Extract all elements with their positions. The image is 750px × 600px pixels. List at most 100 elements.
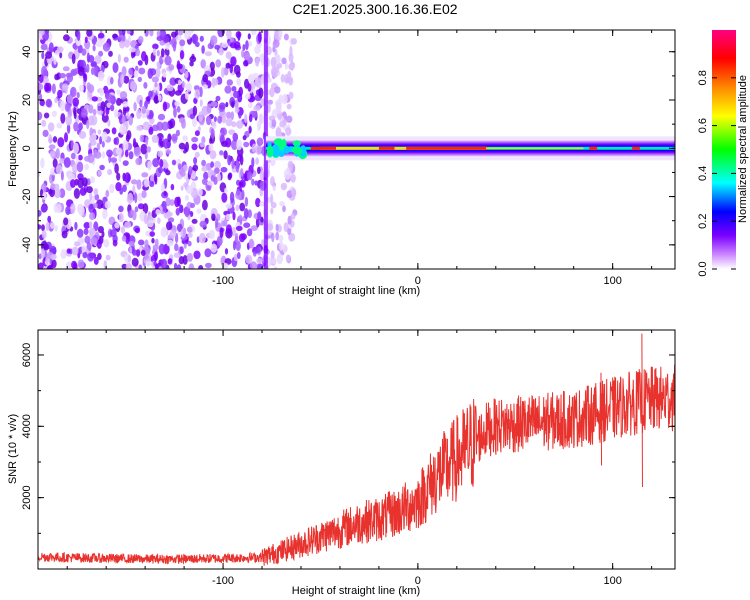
noise-blob bbox=[50, 183, 57, 190]
noise-blob bbox=[122, 160, 129, 167]
colorbar: 0.0 0.2 0.4 0.6 0.8 Normalized spectral ampl… bbox=[697, 30, 749, 277]
noise-blob bbox=[120, 73, 125, 85]
colorbar-label: Normalized spectral amplitude bbox=[737, 75, 749, 223]
noise-blob bbox=[101, 131, 108, 142]
noise-blob bbox=[272, 39, 280, 48]
noise-blob bbox=[122, 30, 126, 36]
snr-x-axis-title: Height of straight line (km) bbox=[292, 585, 420, 597]
noise-blob bbox=[116, 97, 122, 106]
noise-blob bbox=[276, 62, 283, 69]
noise-blob bbox=[84, 36, 88, 44]
noise-blob bbox=[124, 221, 132, 229]
spec-y-tick-label: 40 bbox=[21, 46, 33, 58]
noise-blob bbox=[241, 189, 245, 200]
noise-blob bbox=[93, 65, 99, 77]
colorbar-tick-label: 0.2 bbox=[697, 214, 709, 229]
noise-blob bbox=[191, 136, 199, 143]
noise-blob bbox=[186, 185, 194, 194]
noise-blob bbox=[118, 205, 124, 213]
noise-blob bbox=[230, 56, 237, 67]
noise-blob bbox=[260, 216, 264, 223]
noise-blob bbox=[225, 62, 231, 69]
noise-blob bbox=[142, 203, 149, 214]
noise-blob bbox=[215, 95, 221, 102]
noise-blob bbox=[65, 115, 72, 126]
noise-blob bbox=[166, 239, 174, 247]
noise-blob bbox=[283, 33, 289, 41]
noise-blob bbox=[225, 101, 229, 108]
noise-blob bbox=[236, 188, 241, 196]
noise-blob bbox=[76, 30, 81, 41]
noise-blob bbox=[235, 99, 239, 110]
noise-blob bbox=[251, 178, 255, 186]
noise-blob bbox=[251, 111, 258, 119]
noise-blob bbox=[274, 30, 280, 40]
signal-blob bbox=[278, 149, 285, 157]
noise-blob bbox=[204, 51, 212, 57]
noise-blob bbox=[44, 82, 50, 92]
noise-blob bbox=[102, 42, 111, 52]
noise-blob bbox=[255, 144, 262, 156]
noise-blob bbox=[227, 173, 232, 181]
noise-blob bbox=[253, 105, 261, 112]
noise-blob bbox=[244, 52, 251, 61]
noise-blob bbox=[204, 248, 212, 258]
noise-blob bbox=[172, 40, 177, 52]
noise-blob bbox=[87, 153, 95, 164]
noise-blob bbox=[151, 134, 159, 143]
noise-blob bbox=[255, 57, 260, 67]
noise-blob bbox=[224, 187, 228, 194]
noise-blob bbox=[215, 59, 222, 68]
noise-blob bbox=[77, 177, 84, 189]
noise-blob bbox=[227, 154, 232, 166]
noise-blob bbox=[266, 223, 274, 232]
noise-blob bbox=[254, 246, 261, 254]
noise-blob bbox=[64, 132, 68, 143]
noise-blob bbox=[76, 108, 82, 115]
noise-blob bbox=[175, 129, 180, 137]
noise-blob bbox=[45, 51, 53, 59]
noise-blob bbox=[224, 85, 232, 94]
noise-blob bbox=[157, 217, 161, 224]
noise-blob bbox=[189, 60, 194, 67]
noise-blob bbox=[52, 136, 58, 143]
noise-blob bbox=[270, 207, 274, 215]
noise-blob bbox=[156, 30, 161, 37]
noise-blob bbox=[63, 34, 70, 42]
noise-blob bbox=[71, 246, 79, 256]
noise-blob bbox=[52, 158, 58, 168]
noise-blob bbox=[201, 159, 207, 167]
noise-blob bbox=[235, 31, 242, 39]
noise-blob bbox=[105, 254, 111, 261]
noise-blob bbox=[276, 253, 284, 265]
noise-blob bbox=[89, 176, 95, 184]
noise-blob bbox=[61, 83, 69, 91]
noise-blob bbox=[73, 142, 79, 154]
noise-blob bbox=[283, 168, 292, 180]
noise-blob bbox=[66, 170, 73, 178]
noise-blob bbox=[178, 256, 185, 265]
noise-blob bbox=[60, 113, 66, 124]
signal-blob bbox=[283, 145, 291, 154]
noise-blob bbox=[51, 259, 57, 269]
noise-blob bbox=[83, 222, 91, 229]
noise-blob bbox=[199, 35, 204, 42]
noise-blob bbox=[183, 243, 187, 249]
noise-blob bbox=[106, 102, 112, 108]
noise-blob bbox=[169, 230, 177, 238]
noise-blob bbox=[71, 53, 76, 65]
noise-blob bbox=[187, 30, 194, 34]
noise-blob bbox=[144, 178, 150, 188]
noise-blob bbox=[120, 226, 126, 234]
noise-blob bbox=[278, 30, 283, 39]
noise-blob bbox=[156, 35, 163, 41]
noise-blob bbox=[199, 99, 203, 107]
noise-blob bbox=[132, 210, 137, 221]
noise-blob bbox=[250, 30, 257, 36]
noise-blob bbox=[176, 106, 181, 113]
noise-blob bbox=[163, 138, 170, 149]
noise-blob bbox=[155, 209, 161, 216]
noise-blob bbox=[77, 259, 85, 269]
spectrogram-x-axis-title: Height of straight line (km) bbox=[292, 285, 420, 297]
snr-panel: -100 0 100 2000 4000 6000 Height of straight … bbox=[7, 329, 676, 597]
